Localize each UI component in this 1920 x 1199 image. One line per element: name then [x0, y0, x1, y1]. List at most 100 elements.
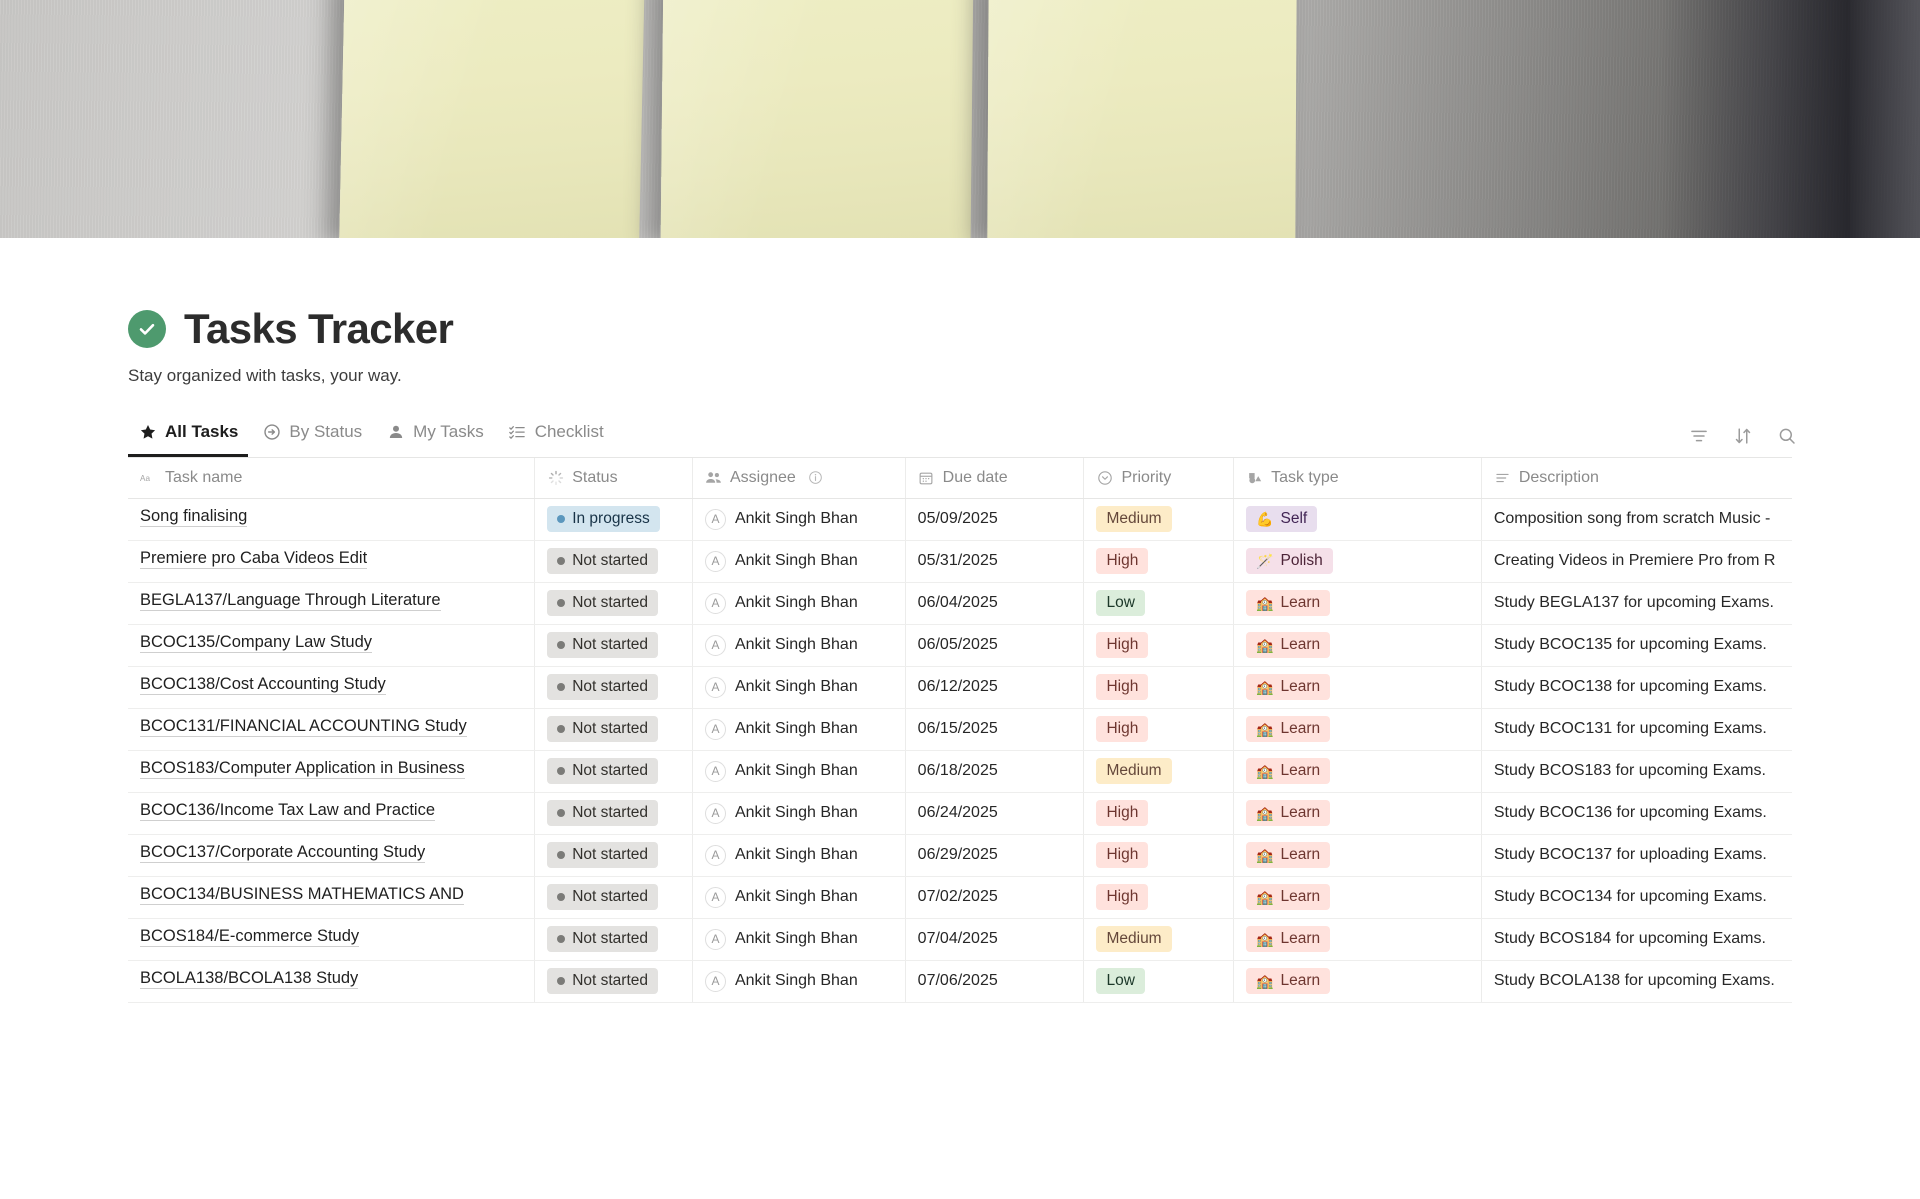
cell-task-type[interactable]: 🏫 Learn [1233, 918, 1482, 961]
column-header-status[interactable]: Status [534, 458, 693, 499]
cell-description[interactable]: Study BCOC135 for upcoming Exams. [1481, 624, 1792, 667]
cell-task-type[interactable]: 🏫 Learn [1233, 708, 1482, 751]
table-row[interactable]: BCOC135/Company Law Study Not started A Ank… [128, 624, 1792, 667]
cell-description[interactable]: Study BEGLA137 for upcoming Exams. [1481, 582, 1792, 625]
table-row[interactable]: BCOS184/E-commerce Study Not started A Anki… [128, 918, 1792, 961]
cell-status[interactable]: Not started [534, 708, 693, 751]
cell-task-type[interactable]: 💪 Self [1233, 498, 1482, 541]
cell-task-name[interactable]: BCOC136/Income Tax Law and Practice [128, 792, 536, 835]
cell-description[interactable]: Creating Videos in Premiere Pro from R [1481, 540, 1792, 583]
cell-priority[interactable]: Medium [1083, 918, 1235, 961]
tab-all-tasks[interactable]: All Tasks [128, 416, 249, 457]
column-header-assignee[interactable]: Assignee [692, 458, 906, 499]
table-row[interactable]: Song finalising In progress A Ankit Singh B… [128, 498, 1792, 541]
cell-task-name[interactable]: Song finalising [128, 498, 536, 541]
cell-due-date[interactable]: 07/04/2025 [905, 918, 1085, 961]
cell-priority[interactable]: High [1083, 792, 1235, 835]
filter-icon[interactable] [1688, 425, 1710, 447]
cell-assignee[interactable]: A Ankit Singh Bhan [692, 624, 906, 667]
cell-task-type[interactable]: 🏫 Learn [1233, 792, 1482, 835]
cell-task-name[interactable]: BCOC138/Cost Accounting Study [128, 666, 536, 709]
cell-due-date[interactable]: 06/24/2025 [905, 792, 1085, 835]
cell-task-type[interactable]: 🪄 Polish [1233, 540, 1482, 583]
cell-assignee[interactable]: A Ankit Singh Bhan [692, 540, 906, 583]
cell-status[interactable]: Not started [534, 540, 693, 583]
cell-priority[interactable]: Medium [1083, 498, 1235, 541]
cell-status[interactable]: Not started [534, 582, 693, 625]
table-row[interactable]: Premiere pro Caba Videos Edit Not started… [128, 540, 1792, 583]
cell-task-type[interactable]: 🏫 Learn [1233, 876, 1482, 919]
cell-task-type[interactable]: 🏫 Learn [1233, 624, 1482, 667]
tab-my-tasks[interactable]: My Tasks [376, 416, 494, 457]
cell-status[interactable]: Not started [534, 666, 693, 709]
cell-task-name[interactable]: BCOC134/BUSINESS MATHEMATICS AND [128, 876, 536, 919]
cell-task-name[interactable]: BCOC135/Company Law Study [128, 624, 536, 667]
cell-status[interactable]: In progress [534, 498, 693, 541]
cell-status[interactable]: Not started [534, 834, 693, 877]
cell-assignee[interactable]: A Ankit Singh Bhan [692, 960, 906, 1003]
cell-description[interactable]: Study BCOC138 for upcoming Exams. [1481, 666, 1792, 709]
cell-assignee[interactable]: A Ankit Singh Bhan [692, 582, 906, 625]
cell-task-name[interactable]: BCOC131/FINANCIAL ACCOUNTING Study [128, 708, 536, 751]
cell-priority[interactable]: Low [1083, 582, 1235, 625]
tab-checklist[interactable]: Checklist [498, 416, 614, 457]
table-row[interactable]: BCOC138/Cost Accounting Study Not started… [128, 666, 1792, 709]
cell-priority[interactable]: Medium [1083, 750, 1235, 793]
cell-due-date[interactable]: 07/02/2025 [905, 876, 1085, 919]
cell-description[interactable]: Study BCOC137 for uploading Exams. [1481, 834, 1792, 877]
table-row[interactable]: BEGLA137/Language Through Literature Not … [128, 582, 1792, 625]
column-header-priority[interactable]: Priority [1083, 458, 1235, 499]
table-row[interactable]: BCOLA138/BCOLA138 Study Not started A Ankit… [128, 960, 1792, 1003]
table-row[interactable]: BCOS183/Computer Application in Business… [128, 750, 1792, 793]
column-header-task-type[interactable]: Task type [1233, 458, 1482, 499]
cell-assignee[interactable]: A Ankit Singh Bhan [692, 792, 906, 835]
cell-assignee[interactable]: A Ankit Singh Bhan [692, 750, 906, 793]
search-icon[interactable] [1776, 425, 1798, 447]
cell-task-name[interactable]: Premiere pro Caba Videos Edit [128, 540, 536, 583]
cell-task-name[interactable]: BCOLA138/BCOLA138 Study [128, 960, 536, 1003]
cell-due-date[interactable]: 05/31/2025 [905, 540, 1085, 583]
cell-assignee[interactable]: A Ankit Singh Bhan [692, 918, 906, 961]
cell-description[interactable]: Study BCOS184 for upcoming Exams. [1481, 918, 1792, 961]
cell-status[interactable]: Not started [534, 792, 693, 835]
table-row[interactable]: BCOC134/BUSINESS MATHEMATICS AND Not star… [128, 876, 1792, 919]
table-row[interactable]: BCOC137/Corporate Accounting Study Not st… [128, 834, 1792, 877]
cell-due-date[interactable]: 06/29/2025 [905, 834, 1085, 877]
column-header-description[interactable]: Description [1481, 458, 1792, 499]
column-header-due-date[interactable]: Due date [905, 458, 1085, 499]
cell-task-type[interactable]: 🏫 Learn [1233, 750, 1482, 793]
cell-task-type[interactable]: 🏫 Learn [1233, 582, 1482, 625]
cell-assignee[interactable]: A Ankit Singh Bhan [692, 834, 906, 877]
cell-status[interactable]: Not started [534, 876, 693, 919]
cell-task-type[interactable]: 🏫 Learn [1233, 666, 1482, 709]
cell-due-date[interactable]: 06/18/2025 [905, 750, 1085, 793]
cell-priority[interactable]: High [1083, 666, 1235, 709]
cell-assignee[interactable]: A Ankit Singh Bhan [692, 708, 906, 751]
cell-description[interactable]: Study BCOC131 for upcoming Exams. [1481, 708, 1792, 751]
tab-by-status[interactable]: By Status [252, 416, 372, 457]
cell-priority[interactable]: High [1083, 708, 1235, 751]
cell-due-date[interactable]: 07/06/2025 [905, 960, 1085, 1003]
cell-task-name[interactable]: BEGLA137/Language Through Literature [128, 582, 536, 625]
table-row[interactable]: BCOC136/Income Tax Law and Practice Not s… [128, 792, 1792, 835]
cell-task-type[interactable]: 🏫 Learn [1233, 960, 1482, 1003]
cell-task-name[interactable]: BCOS184/E-commerce Study [128, 918, 536, 961]
cell-priority[interactable]: High [1083, 540, 1235, 583]
cell-priority[interactable]: High [1083, 876, 1235, 919]
sort-icon[interactable] [1732, 425, 1754, 447]
cell-status[interactable]: Not started [534, 750, 693, 793]
cell-description[interactable]: Study BCOC136 for upcoming Exams. [1481, 792, 1792, 835]
cell-status[interactable]: Not started [534, 960, 693, 1003]
cell-description[interactable]: Composition song from scratch Music - [1481, 498, 1792, 541]
cell-due-date[interactable]: 06/15/2025 [905, 708, 1085, 751]
cell-due-date[interactable]: 06/12/2025 [905, 666, 1085, 709]
cell-priority[interactable]: Low [1083, 960, 1235, 1003]
cell-task-name[interactable]: BCOC137/Corporate Accounting Study [128, 834, 536, 877]
info-icon[interactable] [808, 470, 823, 485]
table-row[interactable]: BCOC131/FINANCIAL ACCOUNTING Study Not st… [128, 708, 1792, 751]
tasks-table-container[interactable]: Aa Task name [128, 457, 1792, 1003]
cell-priority[interactable]: High [1083, 834, 1235, 877]
cell-status[interactable]: Not started [534, 918, 693, 961]
cell-priority[interactable]: High [1083, 624, 1235, 667]
cell-task-type[interactable]: 🏫 Learn [1233, 834, 1482, 877]
